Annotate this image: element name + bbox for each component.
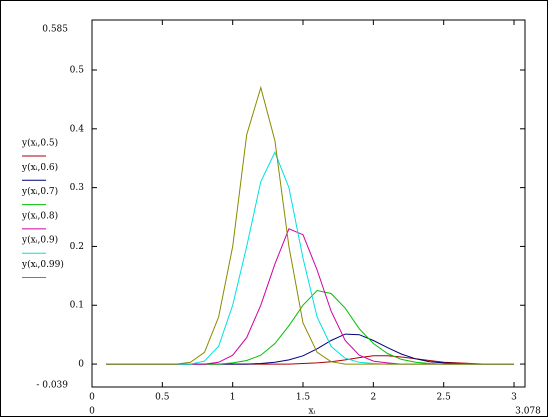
legend-label: y(xᵢ,0.8)	[21, 210, 58, 221]
legend-label: y(xᵢ,0.5)	[21, 138, 58, 149]
series-line	[106, 85, 514, 365]
y-limit-label: 0.585	[42, 25, 68, 35]
x-tick-label: 1.5	[296, 393, 311, 403]
legend-label: y(xᵢ,0.6)	[21, 162, 58, 173]
y-tick-label: 0.3	[70, 183, 85, 193]
y-tick-label: 0.5	[70, 65, 85, 75]
y-tick-label: 0.4	[70, 124, 85, 134]
x-limit-label: 0	[89, 407, 95, 417]
x-tick-label: 1	[230, 393, 236, 403]
x-tick-label: 2.5	[437, 393, 452, 403]
y-tick-label: 0.2	[70, 242, 84, 252]
x-tick-label: 3	[511, 393, 517, 403]
x-tick-label: 0	[89, 393, 95, 403]
y-tick-label: 0.1	[70, 301, 84, 311]
y-tick-label: 0	[78, 360, 84, 370]
y-limit-label: - 0.039	[36, 381, 68, 391]
x-tick-label: 2	[370, 393, 376, 403]
x-limit-label: 3.078	[515, 407, 541, 417]
legend-label: y(xᵢ,0.7)	[21, 186, 58, 197]
series-line	[106, 289, 514, 365]
series-line	[106, 228, 514, 365]
legend-label: y(xᵢ,0.99)	[21, 259, 64, 270]
legend-label: y(xᵢ,0.9)	[21, 235, 58, 246]
x-axis-label: xᵢ	[309, 407, 316, 417]
series-line	[106, 151, 514, 365]
plot-area	[91, 19, 526, 388]
x-tick-label: 0.5	[155, 393, 170, 403]
